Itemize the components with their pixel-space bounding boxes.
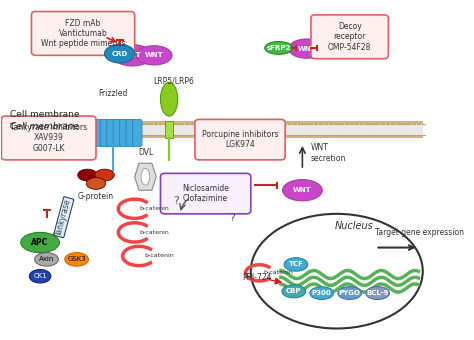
Ellipse shape <box>35 253 58 266</box>
Ellipse shape <box>289 39 325 58</box>
Ellipse shape <box>136 46 172 65</box>
FancyBboxPatch shape <box>113 119 123 147</box>
FancyBboxPatch shape <box>94 119 103 147</box>
Ellipse shape <box>78 169 97 181</box>
Text: Niclosamide
Clofazimine: Niclosamide Clofazimine <box>182 184 229 203</box>
Text: WNT
secretion: WNT secretion <box>311 143 346 163</box>
FancyBboxPatch shape <box>100 119 110 147</box>
Ellipse shape <box>105 45 135 63</box>
Ellipse shape <box>113 45 153 66</box>
Text: CK1: CK1 <box>33 273 47 279</box>
Text: P300: P300 <box>312 290 332 296</box>
Ellipse shape <box>338 287 362 300</box>
Text: GSK3: GSK3 <box>67 256 86 262</box>
Text: WNT: WNT <box>297 46 316 52</box>
Ellipse shape <box>65 253 89 266</box>
Text: b-catenin: b-catenin <box>264 270 293 275</box>
Text: Porcupine inhibitors
LGK974: Porcupine inhibitors LGK974 <box>202 130 278 149</box>
Ellipse shape <box>366 287 390 300</box>
Text: b-catenin: b-catenin <box>139 230 169 235</box>
Ellipse shape <box>141 168 150 185</box>
Ellipse shape <box>284 258 308 271</box>
FancyBboxPatch shape <box>31 12 135 55</box>
FancyBboxPatch shape <box>119 119 129 147</box>
Text: PYGO: PYGO <box>339 290 361 296</box>
FancyBboxPatch shape <box>161 173 251 214</box>
Bar <box>10 124 423 135</box>
Ellipse shape <box>310 287 334 300</box>
FancyBboxPatch shape <box>126 119 136 147</box>
Ellipse shape <box>95 169 114 181</box>
Bar <box>10 121 423 138</box>
Text: Decoy
receptor
OMP-54F28: Decoy receptor OMP-54F28 <box>328 22 371 52</box>
Text: Frizzled: Frizzled <box>99 89 128 98</box>
Text: sFRP2: sFRP2 <box>266 45 291 51</box>
Text: b-catenin: b-catenin <box>144 254 173 258</box>
Text: Nucleus: Nucleus <box>335 221 374 231</box>
Text: APC: APC <box>31 238 49 247</box>
FancyBboxPatch shape <box>107 119 116 147</box>
Text: WNT: WNT <box>145 52 164 58</box>
Ellipse shape <box>283 180 322 201</box>
Ellipse shape <box>86 177 106 189</box>
Text: Target gene expression: Target gene expression <box>375 228 465 237</box>
Ellipse shape <box>282 285 306 298</box>
Text: CRD: CRD <box>111 51 128 57</box>
Ellipse shape <box>21 232 59 253</box>
Ellipse shape <box>29 270 51 283</box>
Text: G-protein: G-protein <box>78 192 114 201</box>
Text: WNT: WNT <box>293 187 312 193</box>
Text: FZD mAb
Vantictumab
Wnt peptide mimetics: FZD mAb Vantictumab Wnt peptide mimetics <box>41 18 126 48</box>
Ellipse shape <box>265 41 293 54</box>
FancyBboxPatch shape <box>311 15 388 59</box>
Text: Tankyrase inhibitors
XAV939
G007-LK: Tankyrase inhibitors XAV939 G007-LK <box>10 123 87 153</box>
Text: Cell membrane: Cell membrane <box>10 110 80 119</box>
FancyBboxPatch shape <box>195 119 285 160</box>
Text: PRI-724: PRI-724 <box>243 273 272 283</box>
FancyBboxPatch shape <box>1 116 96 160</box>
Text: CBP: CBP <box>286 288 301 294</box>
FancyBboxPatch shape <box>133 119 142 147</box>
Text: LRP5/LRP6: LRP5/LRP6 <box>153 77 194 86</box>
Text: ?: ? <box>173 196 179 206</box>
Text: TCF: TCF <box>289 261 303 268</box>
Text: ?: ? <box>229 212 235 223</box>
Text: Tankyrase: Tankyrase <box>55 198 73 237</box>
Polygon shape <box>135 163 156 190</box>
Text: Axin: Axin <box>39 256 54 262</box>
Ellipse shape <box>161 82 178 116</box>
Text: WNT: WNT <box>123 52 142 58</box>
Text: Cell membrane: Cell membrane <box>10 122 79 131</box>
Bar <box>165 121 173 138</box>
Text: BCL-9: BCL-9 <box>366 290 389 296</box>
Text: b-catenin: b-catenin <box>139 206 169 211</box>
Text: DVL: DVL <box>138 148 153 156</box>
